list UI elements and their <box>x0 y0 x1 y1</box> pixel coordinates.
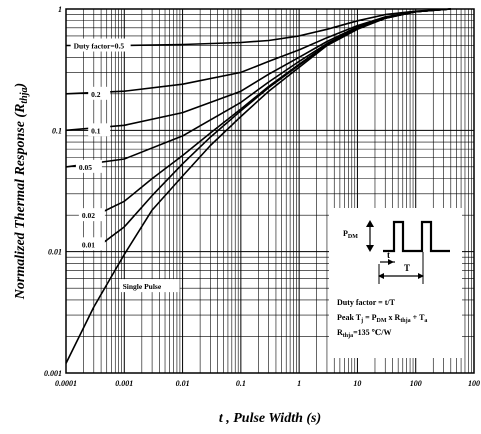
series-label-6: Single Pulse <box>123 282 162 291</box>
series-labels: Duty factor=0.5 0.2 0.1 0.05 0.02 0.01 Single … <box>70 38 180 293</box>
series-label-2: 0.1 <box>91 126 101 135</box>
pdm-arrow-up <box>366 220 374 227</box>
y-tick-label-1: 0.1 <box>52 126 62 135</box>
t-label: t <box>387 250 390 260</box>
series-label-bg-1 <box>88 86 111 100</box>
series-label-3: 0.05 <box>79 163 92 172</box>
T-arrow-left <box>378 273 384 279</box>
pulse-inset: PDM t T Duty factor = t/T Peak Tj = PDM … <box>329 208 462 358</box>
duty-text: Duty factor = t/T <box>337 298 396 307</box>
y-tick-label-0: 1 <box>58 5 62 14</box>
y-tick-label-2: 0.01 <box>48 248 62 257</box>
series-label-0: Duty factor=0.5 <box>74 42 125 51</box>
x-tick-label-4: 1 <box>297 379 301 388</box>
x-tick-label-0: 0.0001 <box>55 379 77 388</box>
pdm-label: PDM <box>343 229 358 240</box>
x-axis-label: t , Pulse Width (s) <box>219 411 321 426</box>
series-line-6 <box>65 8 451 364</box>
series-curves <box>65 8 451 364</box>
series-line-0 <box>66 8 451 47</box>
pdm-arrow-down <box>366 245 374 252</box>
T-label: T <box>404 263 410 273</box>
series-label-4: 0.02 <box>82 211 95 220</box>
series-label-bg-0 <box>70 38 131 52</box>
pulse-waveform <box>383 220 450 253</box>
t-arrow-right <box>388 259 394 265</box>
T-arrow-right <box>418 273 424 279</box>
y-tick-label-3: 0.001 <box>44 369 62 378</box>
y-axis-label: Normalized Thermal Response (Rthja) <box>13 83 30 300</box>
series-label-bg-5 <box>78 237 105 251</box>
x-tick-label-3: 0.1 <box>236 379 246 388</box>
x-tick-label-5: 10 <box>353 379 361 388</box>
series-label-1: 0.2 <box>91 90 101 99</box>
x-tick-label-1: 0.001 <box>115 379 133 388</box>
peak-text: Peak Tj = PDM x Rthja + Ta <box>337 313 427 324</box>
series-label-5: 0.01 <box>82 240 95 249</box>
inset-box <box>329 208 462 358</box>
series-label-bg-3 <box>75 159 102 173</box>
x-tick-label-7: 100 <box>468 379 480 388</box>
rthja-text: Rthja=135 ℃/W <box>337 328 392 339</box>
series-label-bg-4 <box>78 208 105 222</box>
series-label-bg-6 <box>119 279 180 293</box>
x-tick-label-2: 0.01 <box>176 379 190 388</box>
grid-lines <box>65 9 474 374</box>
x-tick-label-6: 100 <box>410 379 422 388</box>
plot-frame <box>65 8 475 374</box>
series-label-bg-2 <box>88 123 111 137</box>
